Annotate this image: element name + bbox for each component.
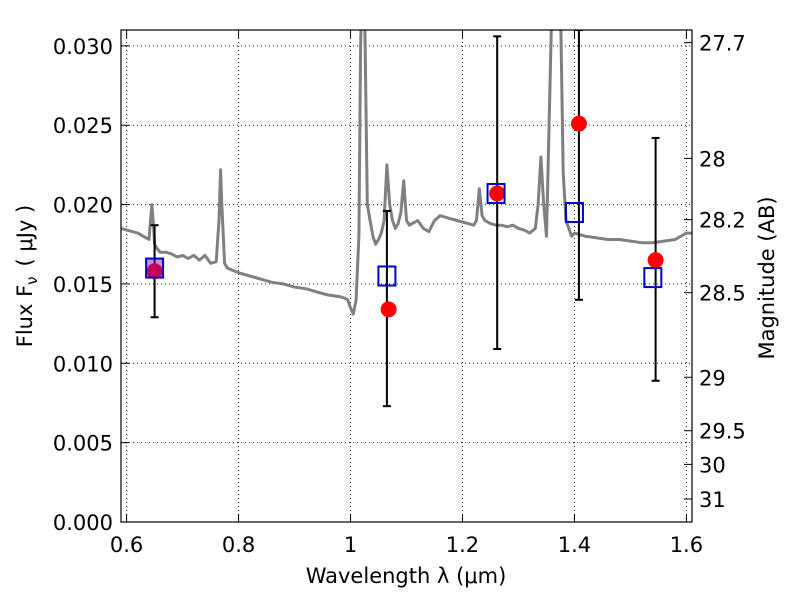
y2-tick-label: 29.5: [699, 420, 746, 444]
y-tick-label: 0.010: [53, 352, 113, 376]
y-tick-label: 0.000: [53, 511, 113, 535]
observed-point: [380, 301, 397, 318]
spectrum-series: [121, 30, 692, 316]
y2-tick-label: 27.7: [699, 32, 746, 56]
observed-point: [146, 263, 163, 280]
y-axis-label: Flux Fν ( μJy ): [13, 205, 41, 348]
model-point: [377, 265, 397, 287]
y-tick-label: 0.025: [53, 114, 113, 138]
observed-point: [647, 252, 664, 269]
model-point: [486, 182, 506, 204]
y-axis-label-subscript: ν: [23, 276, 41, 284]
y-tick-labels: 0.000 0.005 0.010 0.015 0.020 0.025 0.030: [53, 35, 113, 535]
y2-tick-label: 28.2: [699, 209, 746, 233]
y-tick-label: 0.030: [53, 35, 113, 59]
model-point: [145, 257, 165, 279]
y-axis-label-unit: ( μJy ): [13, 205, 37, 267]
observed-point: [570, 115, 587, 132]
x-tick-label: 0.6: [110, 533, 143, 557]
y2-tick-label: 28.5: [699, 282, 746, 306]
y-tick-label: 0.020: [53, 194, 113, 218]
x-axis-label: Wavelength λ (μm): [306, 564, 507, 588]
y2-tick-labels: 27.7 28 28.2 28.5 29 29.5 30 31: [699, 32, 746, 512]
y2-tick-label: 29: [699, 366, 726, 390]
spectrum-line: [121, 30, 692, 316]
observed-points-series: [146, 115, 664, 318]
model-points-series: [145, 182, 663, 289]
model-point: [564, 202, 584, 224]
gridlines: [121, 30, 692, 523]
axis-ticks: [121, 30, 692, 523]
x-tick-label: 0.8: [222, 533, 255, 557]
y2-tick-label: 28: [699, 147, 726, 171]
x-tick-label: 1.4: [558, 533, 591, 557]
x-tick-label: 1.6: [670, 533, 703, 557]
plot-frame: [120, 29, 693, 523]
x-tick-labels: 0.6 0.8 1 1.2 1.4 1.6: [110, 533, 703, 557]
plot-area: [121, 30, 692, 408]
y2-tick-label: 30: [699, 453, 726, 477]
x-tick-label: 1: [344, 533, 357, 557]
observed-point: [489, 185, 506, 202]
y-tick-label: 0.015: [53, 273, 113, 297]
y2-tick-label: 31: [699, 488, 726, 512]
y2-axis-label: Magnitude (AB): [755, 196, 779, 359]
y-tick-label: 0.005: [53, 432, 113, 456]
y-axis-label-main: Flux F: [13, 285, 37, 347]
model-point: [643, 267, 663, 289]
x-tick-label: 1.2: [446, 533, 479, 557]
